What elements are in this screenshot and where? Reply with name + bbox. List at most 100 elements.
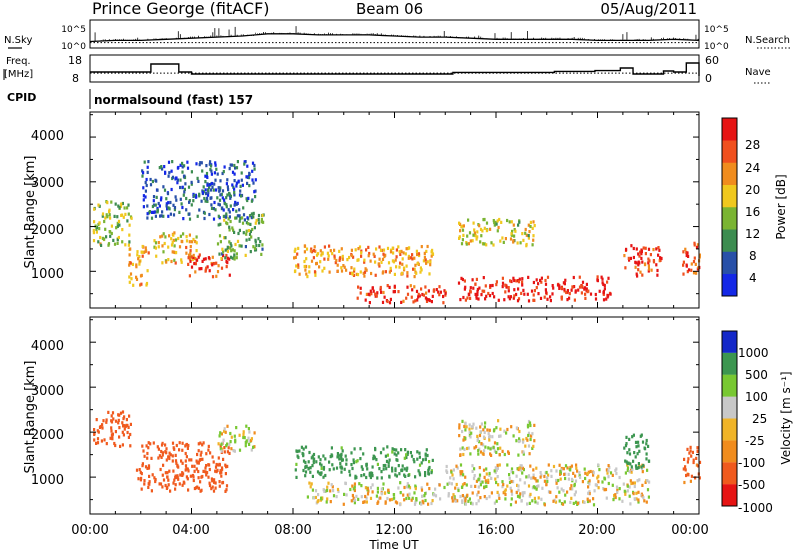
power-heat-cell xyxy=(161,244,164,248)
power-heat-cell xyxy=(216,242,220,246)
power-heat-cell xyxy=(212,188,215,192)
power-heat-cell xyxy=(156,210,159,214)
power-heat-cell xyxy=(146,212,149,216)
power-heat-cell xyxy=(336,269,339,273)
vel-heat-cell xyxy=(495,426,498,430)
power-heat-cell xyxy=(360,254,363,258)
vel-heat-cell xyxy=(560,487,563,491)
vel-heat-cell xyxy=(165,486,168,490)
vel-heat-cell xyxy=(697,464,700,468)
power-heat-cell xyxy=(223,165,226,169)
vel-heat-cell xyxy=(632,459,635,463)
power-heat-cell xyxy=(578,275,581,279)
vel-heat-cell xyxy=(227,446,230,450)
power-heat-cell xyxy=(420,268,423,272)
power-heat-cell xyxy=(196,214,199,218)
vel-heat-cell xyxy=(308,450,311,455)
power-heat-cell xyxy=(410,295,413,299)
power-heat-cell xyxy=(244,253,247,257)
power-heat-cell xyxy=(504,237,507,241)
power-heat-cell xyxy=(204,174,207,178)
power-heat-cell xyxy=(469,239,472,243)
power-heat-cell xyxy=(515,292,518,297)
vel-heat-cell xyxy=(603,488,606,492)
power-heat-cell xyxy=(224,236,227,240)
vel-heat-cell xyxy=(643,446,646,450)
vel-heat-cell xyxy=(428,465,431,470)
power-heat-cell xyxy=(121,201,124,206)
vel-heat-cell xyxy=(621,499,624,503)
vel-heat-cell xyxy=(158,454,161,458)
power-heat-cell xyxy=(584,286,587,290)
power-heat-cell xyxy=(258,243,261,248)
vel-heat-cell xyxy=(96,429,99,433)
power-heat-cell xyxy=(415,249,418,253)
vel-heat-cell xyxy=(127,425,130,429)
vel-heat-cell xyxy=(477,490,480,494)
power-heat-cell xyxy=(596,275,599,279)
vel-heat-cell xyxy=(119,444,122,448)
vel-heat-cell xyxy=(352,498,355,502)
vel-heat-cell xyxy=(632,492,635,496)
vel-heat-cell xyxy=(454,499,457,503)
vel-heat-cell xyxy=(408,496,411,500)
power-heat-cell xyxy=(173,231,176,235)
vel-heat-cell xyxy=(384,454,387,458)
power-heat-cell xyxy=(560,295,563,299)
power-heat-cell xyxy=(138,262,141,266)
vel-heat-cell xyxy=(415,498,418,502)
noise-left-label: N.Sky xyxy=(4,35,32,46)
power-heat-cell xyxy=(97,240,100,244)
velocity-colorbar-label: Velocity [m s⁻¹] xyxy=(779,371,793,464)
power-heat-cell xyxy=(398,250,401,254)
vel-heat-cell xyxy=(472,422,475,426)
vel-heat-cell xyxy=(243,436,246,440)
vel-heat-cell xyxy=(174,487,177,491)
vel-heat-cell xyxy=(228,442,231,446)
vel-heat-cell xyxy=(518,437,521,441)
vel-heat-cell xyxy=(438,483,441,487)
vel-heat-cell xyxy=(186,446,189,450)
vel-heat-cell xyxy=(690,454,693,458)
power-heat-cell xyxy=(218,198,222,202)
power-heat-cell xyxy=(205,164,208,168)
power-heat-cell xyxy=(602,298,606,302)
vel-heat-cell xyxy=(443,485,446,490)
power-heat-cell xyxy=(169,212,172,216)
power-heat-cell xyxy=(303,250,306,254)
power-heat-cell xyxy=(218,188,221,192)
vel-heat-cell xyxy=(363,473,366,477)
power-heat-cell xyxy=(127,212,130,216)
vel-heat-cell xyxy=(148,480,151,484)
power-heat-cell xyxy=(494,220,497,224)
xtick-2000: 20:00 xyxy=(578,523,615,538)
power-heat-cell xyxy=(226,185,229,189)
vel-heat-cell xyxy=(477,449,480,453)
power-heat-cell xyxy=(485,221,489,225)
power-heat-cell xyxy=(98,204,101,208)
power-heat-cell xyxy=(353,269,356,273)
vel-heat-cell xyxy=(470,431,473,435)
vel-heat-cell xyxy=(326,497,329,501)
velocity-heatmap xyxy=(93,410,702,507)
power-heat-cell xyxy=(374,292,377,296)
power-heat-cell xyxy=(342,264,345,268)
vel-heat-cell xyxy=(117,418,120,422)
power-heat-cell xyxy=(334,261,337,265)
vel-heat-cell xyxy=(154,479,157,484)
vel-heat-cell xyxy=(460,485,464,489)
vel-heat-cell xyxy=(388,498,392,502)
vel-heat-cell xyxy=(201,443,204,447)
vel-heat-cell xyxy=(628,437,631,441)
vel-heat-cell xyxy=(588,482,591,486)
vel-heat-cell xyxy=(479,425,482,429)
power-heat-cell xyxy=(147,251,150,255)
power-heat-cell xyxy=(221,206,224,210)
vel-heat-cell xyxy=(479,430,482,434)
vel-heat-cell xyxy=(368,473,371,477)
vel-heat-cell xyxy=(174,483,177,487)
vel-heat-cell xyxy=(161,485,164,489)
frequency-series-freq xyxy=(90,62,700,76)
noise-right-tick-bottom: 10^0 xyxy=(704,42,729,52)
vel-heat-cell xyxy=(244,444,247,448)
